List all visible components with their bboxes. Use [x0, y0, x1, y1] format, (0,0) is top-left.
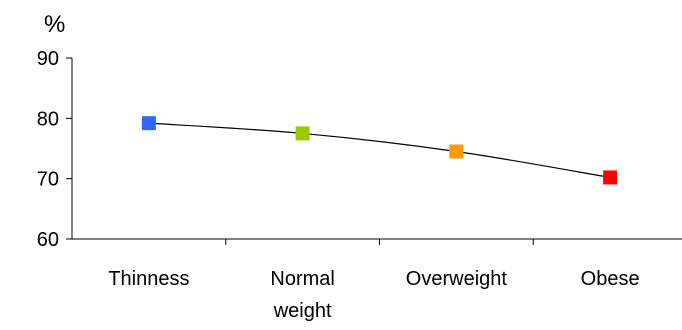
data-point — [141, 116, 156, 131]
data-point — [449, 144, 464, 159]
y-tick-label: 70 — [37, 169, 59, 191]
y-ticks: 60 70 80 90 — [37, 48, 72, 251]
data-points — [141, 116, 618, 185]
data-point — [603, 170, 618, 185]
x-tick-label: Thinness — [108, 268, 189, 290]
data-point — [295, 126, 310, 141]
x-tick-label: Normal weight — [270, 268, 334, 322]
series-line — [148, 122, 611, 179]
x-tick-label: Overweight — [406, 268, 508, 290]
x-tick-label: Obese — [581, 268, 640, 290]
x-ticks: Thinness Normal weight Overweight Obese — [108, 239, 640, 322]
y-tick-label: 80 — [37, 108, 59, 130]
y-unit-label: % — [44, 11, 65, 38]
y-tick-label: 90 — [37, 48, 59, 70]
y-tick-label: 60 — [37, 229, 59, 251]
